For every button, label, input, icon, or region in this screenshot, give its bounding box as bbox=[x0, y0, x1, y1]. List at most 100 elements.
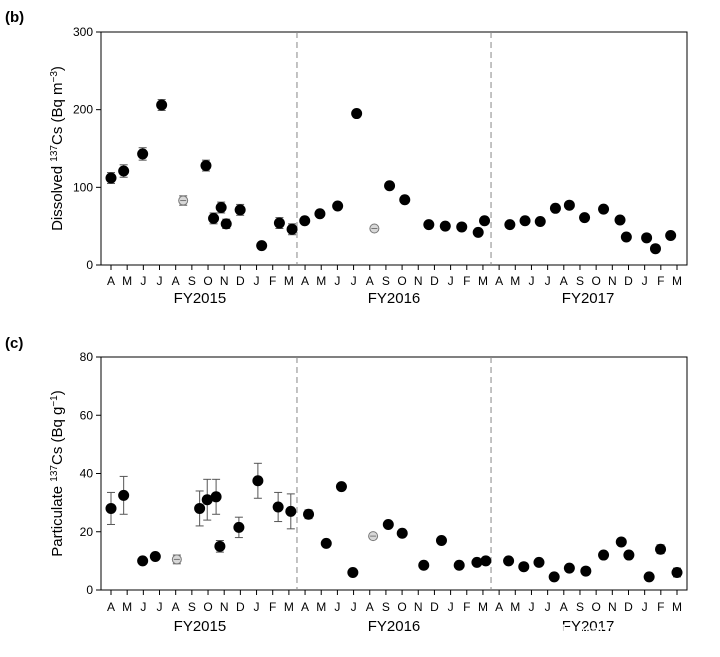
panel-c-data-point bbox=[105, 502, 117, 514]
panel-b-data-point bbox=[332, 200, 344, 212]
panel-c-y-axis-title-text: Particulate 137Cs (Bq g−1) bbox=[49, 390, 67, 557]
panel-c-data-point bbox=[214, 540, 226, 552]
panel-c-month-label: M bbox=[478, 600, 488, 614]
panel-b-data-point bbox=[579, 212, 591, 224]
panel-b-y-axis-title: Dissolved 137Cs (Bq m−3) bbox=[49, 66, 67, 231]
panel-b-month-label: D bbox=[236, 274, 245, 288]
panel-b-data-point bbox=[156, 99, 168, 111]
panel-c-data-point bbox=[335, 481, 347, 493]
panel-c-month-label: O bbox=[397, 600, 406, 614]
panel-b-month-label: N bbox=[414, 274, 423, 288]
panel-c-data-point bbox=[396, 527, 408, 539]
panel-b-data-point bbox=[504, 219, 516, 231]
panel-b-month-label: J bbox=[528, 274, 534, 288]
panel-c-data-point bbox=[252, 475, 264, 487]
panel-b-data-point bbox=[620, 231, 632, 243]
panel-c-month-label: J bbox=[351, 600, 357, 614]
panel-c-data-point bbox=[320, 537, 332, 549]
panel-b-month-label: M bbox=[478, 274, 488, 288]
panel-c-month-label: M bbox=[122, 600, 132, 614]
panel-c-data-point bbox=[623, 549, 635, 561]
panel-b-data-point bbox=[208, 212, 220, 224]
panel-c-month-label: J bbox=[448, 600, 454, 614]
panel-c-fy-label: FY2015 bbox=[174, 618, 227, 635]
panel-c-month-label: J bbox=[140, 600, 146, 614]
panel-c-data-point bbox=[453, 559, 465, 571]
panel-c-y-axis-title: Particulate 137Cs (Bq g−1) bbox=[49, 390, 67, 557]
panel-b-month-label: A bbox=[301, 274, 309, 288]
panel-b-data-point bbox=[439, 220, 451, 232]
panel-c-data-point bbox=[563, 562, 575, 574]
panel-b-month-label: O bbox=[397, 274, 406, 288]
panel-c-data-point bbox=[303, 508, 315, 520]
panel-b-month-label: A bbox=[172, 274, 180, 288]
panel-c-data-point bbox=[580, 565, 592, 577]
panel-b-data-point bbox=[472, 226, 484, 238]
panel-b-data-point bbox=[423, 219, 435, 231]
panel-c-month-label: F bbox=[463, 600, 470, 614]
panel-b-data-point bbox=[614, 214, 626, 226]
panel-c-data-point bbox=[137, 555, 149, 567]
panel-b-month-label: S bbox=[382, 274, 390, 288]
panel-b-month-label: A bbox=[366, 274, 374, 288]
panel-b-y-tick-label: 100 bbox=[73, 180, 93, 194]
panel-b-data-point bbox=[665, 229, 677, 241]
panel-c-data-point bbox=[435, 534, 447, 546]
panel-b-data-point bbox=[137, 148, 149, 160]
panel-b-data-point bbox=[273, 217, 285, 229]
panel-b-month-label: A bbox=[560, 274, 568, 288]
panel-c-month-label: N bbox=[608, 600, 617, 614]
panel-b-fy-label: FY2016 bbox=[368, 290, 421, 307]
panel-c-month-label: A bbox=[301, 600, 309, 614]
panel-b-month-label: M bbox=[510, 274, 520, 288]
panel-c-data-point bbox=[201, 494, 213, 506]
panel-b-y-tick-label: 200 bbox=[73, 103, 93, 117]
panel-b-month-label: O bbox=[203, 274, 212, 288]
panel-c-month-label: J bbox=[545, 600, 551, 614]
panel-c-month-label: A bbox=[107, 600, 115, 614]
panel-b-data-point bbox=[549, 202, 561, 214]
panel-b-month-label: D bbox=[430, 274, 439, 288]
panel-b-month-label: J bbox=[334, 274, 340, 288]
panel-b-month-label: F bbox=[657, 274, 664, 288]
panel-b-data-point bbox=[215, 202, 227, 214]
panel-c-chart: (c) Particulate 137Cs (Bq g−1) 0 20 40 60 80… bbox=[5, 335, 688, 635]
panel-c-month-label: A bbox=[172, 600, 180, 614]
panel-b-y-tick-label: 300 bbox=[73, 25, 93, 39]
panel-c-month-label: A bbox=[560, 600, 568, 614]
panel-c-fy-label: FY2017 bbox=[562, 618, 615, 635]
panel-b-month-label: M bbox=[122, 274, 132, 288]
panel-c-month-label: O bbox=[591, 600, 600, 614]
panel-b-month-label: J bbox=[642, 274, 648, 288]
panel-b-plot-area bbox=[100, 31, 688, 266]
panel-b-month-label: J bbox=[157, 274, 163, 288]
panel-b-data-point bbox=[105, 172, 117, 184]
panel-b-data-point bbox=[649, 243, 661, 255]
panel-b-month-label: M bbox=[316, 274, 326, 288]
panel-c-data-point bbox=[598, 549, 610, 561]
panel-b-month-label: N bbox=[220, 274, 229, 288]
panel-b-month-label: O bbox=[591, 274, 600, 288]
panel-c-month-label: M bbox=[510, 600, 520, 614]
panel-b-month-label: J bbox=[254, 274, 260, 288]
panel-c-month-label: M bbox=[672, 600, 682, 614]
panel-c-y-tick-label: 20 bbox=[80, 525, 94, 539]
panel-b-month-label: F bbox=[463, 274, 470, 288]
panel-b-data-point bbox=[519, 215, 531, 227]
panel-b-month-label: J bbox=[351, 274, 357, 288]
panel-b-month-label: J bbox=[448, 274, 454, 288]
panel-c-data-point bbox=[418, 559, 430, 571]
panel-c-letter: (c) bbox=[5, 335, 23, 352]
panel-b-month-label: A bbox=[495, 274, 503, 288]
panel-b-data-point bbox=[563, 199, 575, 211]
panel-c-data-point bbox=[347, 567, 359, 579]
panel-b-data-point bbox=[479, 215, 491, 227]
panel-c-month-label: A bbox=[366, 600, 374, 614]
panel-c-month-label: F bbox=[657, 600, 664, 614]
panel-c-data-point bbox=[655, 543, 667, 555]
panel-c-month-label: S bbox=[382, 600, 390, 614]
panel-b-data-point bbox=[256, 240, 268, 252]
panel-c-data-point bbox=[233, 521, 245, 533]
panel-b-fy-label: FY2017 bbox=[562, 290, 615, 307]
